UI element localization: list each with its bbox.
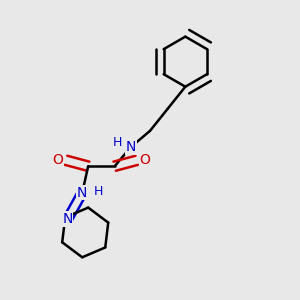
Text: N: N — [77, 186, 88, 200]
Text: H: H — [113, 136, 122, 149]
Text: N: N — [126, 140, 136, 154]
Text: H: H — [94, 185, 103, 198]
Text: O: O — [52, 153, 63, 167]
Text: O: O — [140, 153, 150, 167]
Text: N: N — [62, 212, 73, 226]
